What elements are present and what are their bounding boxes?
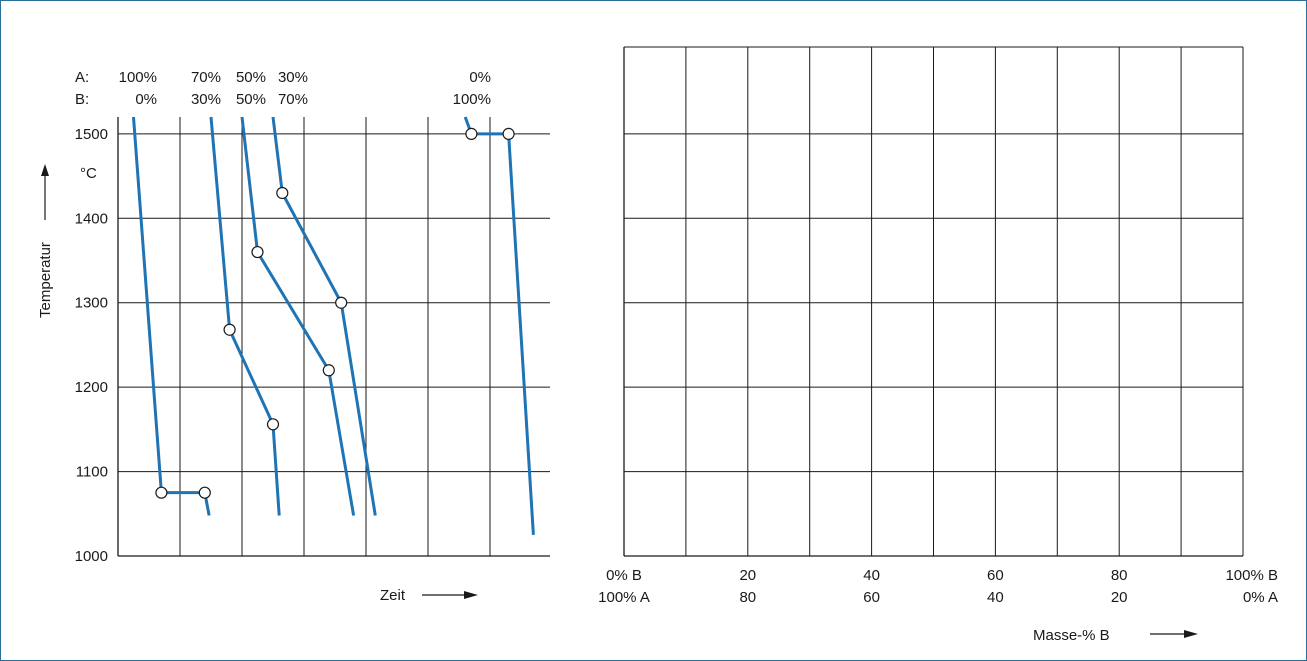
cooling-curve-2 bbox=[240, 116, 356, 516]
phase-diagram-grid bbox=[623, 46, 1244, 557]
phase-x-tick-label-top: 0% B bbox=[606, 567, 642, 584]
x-axis-title: Zeit bbox=[380, 587, 478, 604]
composition-label-b-0: 0% bbox=[135, 91, 157, 108]
cooling-curve-marker bbox=[251, 245, 264, 259]
composition-label-a-0: 100% bbox=[119, 69, 157, 86]
cooling-curves-markers bbox=[155, 127, 515, 499]
cooling-curves-grid bbox=[117, 117, 550, 557]
phase-x-tick-label-top: 60 bbox=[987, 567, 1004, 584]
phase-x-tick-label-top: 40 bbox=[863, 567, 880, 584]
y-axis-title: Temperatur bbox=[37, 164, 54, 318]
phase-x-tick-label-bottom: 20 bbox=[1111, 589, 1128, 606]
cooling-curve-marker bbox=[465, 127, 478, 140]
phase-x-tick-label-top: 100% B bbox=[1225, 567, 1278, 584]
y-axis-arrow-head bbox=[41, 164, 49, 176]
phase-x-axis-title: Masse-% B bbox=[1033, 627, 1198, 644]
phase-x-tick-label-bottom: 40 bbox=[987, 589, 1004, 606]
composition-label-a-4: 0% bbox=[469, 69, 491, 86]
cooling-curve-marker bbox=[276, 186, 289, 200]
cooling-curve-marker bbox=[198, 486, 211, 499]
cooling-y-tick-label: 1500 bbox=[75, 126, 108, 143]
phase-x-axis-arrow-head bbox=[1184, 630, 1198, 638]
phase-x-tick-label-top: 80 bbox=[1111, 567, 1128, 584]
composition-label-b-2: 50% bbox=[236, 91, 266, 108]
cooling-y-tick-label: 1400 bbox=[75, 210, 108, 227]
cooling-curve-marker bbox=[502, 127, 515, 140]
cooling-curve-4 bbox=[463, 116, 535, 535]
phase-diagram-x-tick-labels: 0% B 100% A 20 80 40 60 60 40 80 20 100% B 0% A bbox=[598, 567, 1278, 606]
cooling-curves-y-ticks: 1000 1100 1200 1300 1400 1500 bbox=[75, 126, 108, 565]
composition-labels: 100% 0% 70% 30% 50% 50% 30% 70% 0% 100% bbox=[119, 69, 491, 108]
phase-x-tick-label-bottom: 0% A bbox=[1243, 589, 1278, 606]
cooling-curve-3 bbox=[271, 116, 377, 516]
cooling-curve-marker bbox=[223, 323, 236, 336]
composition-label-a-3: 30% bbox=[278, 69, 308, 86]
phase-x-tick-label-bottom: 80 bbox=[739, 589, 756, 606]
cooling-curve-1 bbox=[209, 116, 281, 516]
x-axis-label: Zeit bbox=[380, 587, 406, 604]
cooling-curve-0 bbox=[132, 116, 163, 493]
x-axis-arrow-head bbox=[464, 591, 478, 599]
composition-row-label-a: A: bbox=[75, 69, 89, 86]
y-axis-unit: °C bbox=[80, 165, 97, 182]
cooling-curve-marker bbox=[335, 296, 348, 309]
phase-x-tick-label-bottom: 100% A bbox=[598, 589, 650, 606]
cooling-curves-series bbox=[132, 116, 535, 535]
composition-row-label-b: B: bbox=[75, 91, 89, 108]
composition-label-b-4: 100% bbox=[453, 91, 491, 108]
cooling-y-tick-label: 1100 bbox=[76, 464, 108, 481]
cooling-y-tick-label: 1200 bbox=[75, 379, 108, 396]
composition-label-b-1: 30% bbox=[191, 91, 221, 108]
y-axis-label: Temperatur bbox=[37, 242, 54, 318]
composition-label-a-2: 50% bbox=[236, 69, 266, 86]
composition-label-a-1: 70% bbox=[191, 69, 221, 86]
cooling-y-tick-label: 1000 bbox=[75, 548, 108, 565]
cooling-curve-marker bbox=[322, 364, 335, 377]
phase-x-axis-label: Masse-% B bbox=[1033, 627, 1110, 644]
phase-x-tick-label-top: 20 bbox=[739, 567, 756, 584]
cooling-y-tick-label: 1300 bbox=[75, 295, 108, 312]
composition-label-b-3: 70% bbox=[278, 91, 308, 108]
cooling-curve-marker bbox=[155, 486, 168, 499]
cooling-curve-marker bbox=[266, 418, 280, 431]
phase-x-tick-label-bottom: 60 bbox=[863, 589, 880, 606]
